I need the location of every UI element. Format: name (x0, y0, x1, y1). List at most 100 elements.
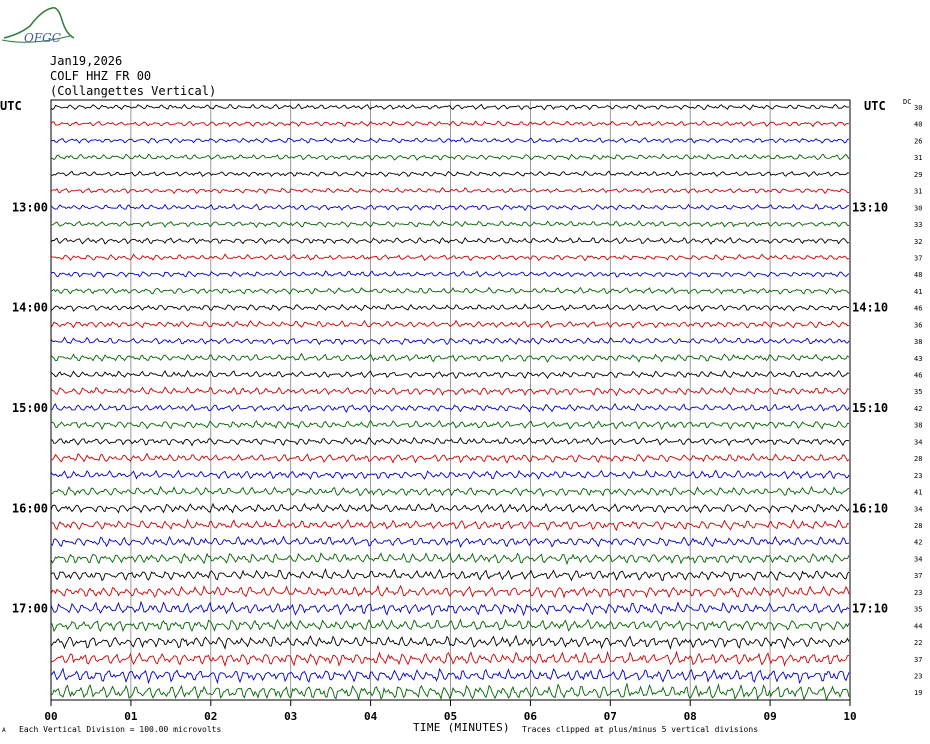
dc-value: 22 (914, 639, 922, 647)
x-tick-label: 01 (124, 710, 138, 723)
clipping-note: Traces clipped at plus/minus 5 vertical … (522, 725, 759, 734)
dc-value: 44 (914, 622, 922, 630)
trace-line (50, 369, 850, 380)
trace-line (50, 502, 850, 514)
x-tick-label: 10 (843, 710, 856, 723)
dc-value: 46 (914, 305, 922, 313)
dc-value: 48 (914, 271, 922, 279)
dc-value: 42 (914, 539, 922, 547)
trace-line (50, 120, 850, 128)
trace-line (50, 518, 850, 532)
trace-line (50, 469, 850, 480)
time-label-left: 17:00 (12, 602, 48, 616)
time-label-left: 15:00 (12, 401, 48, 415)
dc-value: 37 (914, 572, 922, 580)
trace-line (50, 535, 850, 548)
time-label-left: 16:00 (12, 501, 48, 515)
trace-line (50, 103, 850, 111)
time-label-right: 17:10 (852, 602, 888, 616)
trace-line (50, 436, 850, 447)
trace-line (50, 584, 850, 599)
x-tick-label: 04 (364, 710, 378, 723)
dc-value: 34 (914, 555, 922, 563)
time-label-left: 13:00 (12, 200, 48, 214)
utc-label-left: UTC (0, 99, 22, 113)
trace-line (50, 336, 850, 346)
trace-line (50, 568, 850, 582)
trace-line (50, 452, 850, 464)
dc-value: 26 (914, 137, 922, 145)
x-tick-label: 05 (444, 710, 457, 723)
chart-date: Jan19,2026 (50, 54, 123, 68)
dc-value: 35 (914, 388, 922, 396)
dc-value: 33 (914, 221, 922, 229)
dc-value: 37 (914, 254, 922, 262)
dc-value: 31 (914, 154, 922, 162)
trace-line (50, 403, 850, 413)
dc-value: 35 (914, 606, 922, 614)
x-tick-label: 07 (604, 710, 617, 723)
dc-value: 30 (914, 104, 922, 112)
trace-line (50, 220, 850, 229)
time-label-right: 16:10 (852, 501, 888, 515)
trace-line (50, 253, 850, 262)
x-tick-label: 06 (524, 710, 538, 723)
logo-text: OFGC (24, 31, 61, 45)
time-label-right: 15:10 (852, 401, 888, 415)
dc-value: 28 (914, 522, 922, 530)
x-tick-label: 00 (44, 710, 57, 723)
trace-line (50, 319, 850, 329)
time-label-right: 14:10 (852, 301, 888, 315)
trace-line (50, 618, 850, 633)
trace-line (50, 153, 850, 161)
x-tick-label: 09 (763, 710, 776, 723)
dc-value: 46 (914, 372, 922, 380)
dc-value: 38 (914, 338, 922, 346)
trace-line (50, 386, 850, 397)
time-label-right: 13:10 (852, 200, 888, 214)
dc-value: 28 (914, 455, 922, 463)
time-label-left: 14:00 (12, 301, 48, 315)
dc-value: 32 (914, 238, 922, 246)
dc-value: 41 (914, 489, 922, 497)
station-location: (Collangettes Vertical) (50, 84, 217, 98)
trace-line (50, 137, 850, 144)
dc-value: 23 (914, 672, 922, 680)
station-code: COLF HHZ FR 00 (50, 69, 152, 83)
ofgc-logo: OFGC (1, 7, 75, 45)
dc-value: 34 (914, 505, 922, 513)
dc-value: 29 (914, 171, 922, 179)
trace-line (50, 634, 850, 650)
trace-line (50, 682, 850, 702)
trace-line (50, 236, 850, 245)
trace-line (50, 552, 850, 566)
trace-line (50, 485, 850, 498)
trace-line (50, 170, 850, 178)
logo-mountain-icon (3, 7, 75, 39)
dc-label: DC (903, 98, 912, 106)
dc-value: 40 (914, 121, 922, 129)
dc-value: 36 (914, 321, 922, 329)
dc-value: 43 (914, 355, 922, 363)
x-axis-label: TIME (MINUTES) (413, 721, 510, 734)
dc-value: 31 (914, 188, 922, 196)
trace-line (50, 650, 850, 668)
trace-line (50, 600, 850, 617)
x-tick-label: 08 (684, 710, 697, 723)
logo-swoosh-icon (1, 35, 71, 43)
trace-line (50, 187, 850, 195)
dc-value: 37 (914, 656, 922, 664)
trace-line (50, 419, 850, 431)
trace-line (50, 270, 850, 278)
dc-value: 42 (914, 405, 922, 413)
dc-value: 41 (914, 288, 922, 296)
dc-value: 23 (914, 472, 922, 480)
footer-mark: A (2, 727, 6, 734)
dc-value: 23 (914, 589, 922, 597)
dc-value: 30 (914, 204, 922, 212)
x-tick-label: 03 (284, 710, 297, 723)
trace-line (50, 667, 850, 685)
trace-line (50, 286, 850, 295)
dc-value: 34 (914, 438, 922, 446)
